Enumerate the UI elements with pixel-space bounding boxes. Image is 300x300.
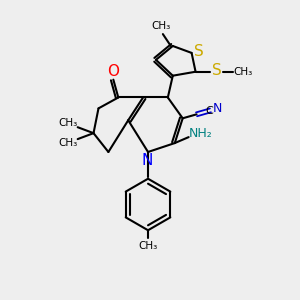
Text: CH₃: CH₃ xyxy=(138,241,158,251)
Text: N: N xyxy=(213,102,222,115)
Text: C: C xyxy=(206,106,213,116)
Text: CH₃: CH₃ xyxy=(58,138,77,148)
Text: CH₃: CH₃ xyxy=(58,118,77,128)
Text: O: O xyxy=(107,64,119,79)
Text: CH₃: CH₃ xyxy=(233,67,253,77)
Text: S: S xyxy=(194,44,203,59)
Text: CH₃: CH₃ xyxy=(151,21,170,31)
Text: S: S xyxy=(212,63,222,78)
Text: NH₂: NH₂ xyxy=(189,127,212,140)
Text: N: N xyxy=(141,153,153,168)
